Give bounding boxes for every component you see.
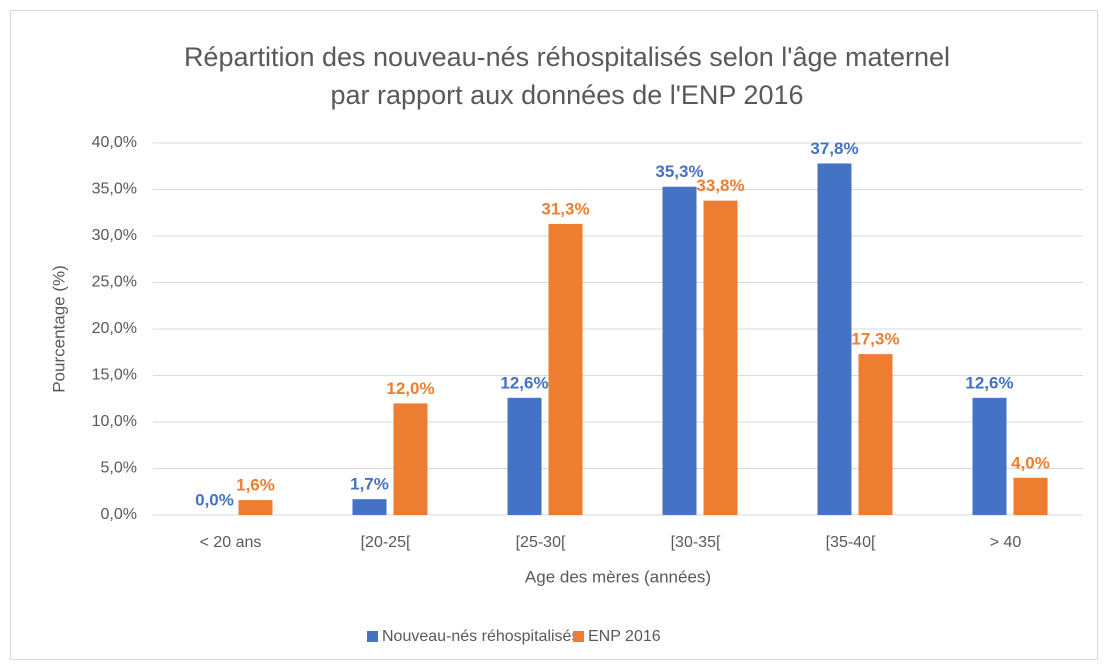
data-label: 35,3% [655,162,703,181]
x-tick-label: [30-35[ [671,534,721,551]
bar [662,186,697,515]
y-tick-label: 30,0% [92,227,137,244]
legend-swatch [573,631,584,642]
y-tick-label: 10,0% [92,413,137,430]
bar [352,499,387,515]
data-label: 12,6% [500,373,548,392]
y-tick-label: 0,0% [101,506,137,523]
data-label: 37,8% [810,139,858,158]
data-label: 12,0% [386,379,434,398]
y-tick-label: 40,0% [92,134,137,151]
bar [858,354,893,515]
x-tick-label: < 20 ans [200,534,262,551]
x-tick-label: [25-30[ [516,534,566,551]
chart-title: Répartition des nouveau-nés réhospitalis… [183,42,951,110]
y-tick-label: 5,0% [101,460,137,477]
legend-label: ENP 2016 [588,628,661,645]
data-label: 1,7% [350,475,389,494]
bar [548,223,583,515]
data-label: 12,6% [965,373,1013,392]
bar [703,200,738,515]
x-tick-label: > 40 [990,534,1022,551]
bar [817,163,852,515]
x-axis-label: Age des mères (années) [525,567,711,586]
y-axis-label: Pourcentage (%) [49,265,68,393]
data-label: 33,8% [696,176,744,195]
data-label: 31,3% [541,199,589,218]
legend-label: Nouveau-nés réhospitalisés [382,628,579,645]
bar [507,397,542,515]
y-tick-label: 25,0% [92,274,137,291]
legend-swatch [367,631,378,642]
data-label: 4,0% [1011,453,1050,472]
y-tick-label: 35,0% [92,181,137,198]
bar [972,397,1007,515]
x-tick-label: [35-40[ [826,534,876,551]
data-label: 0,0% [195,490,234,509]
bar [393,403,428,515]
y-tick-label: 20,0% [92,320,137,337]
data-label: 17,3% [851,330,899,349]
x-tick-label: [20-25[ [361,534,411,551]
data-label: 1,6% [236,476,275,495]
y-tick-label: 15,0% [92,367,137,384]
bar [238,500,273,515]
bar [1013,477,1048,515]
